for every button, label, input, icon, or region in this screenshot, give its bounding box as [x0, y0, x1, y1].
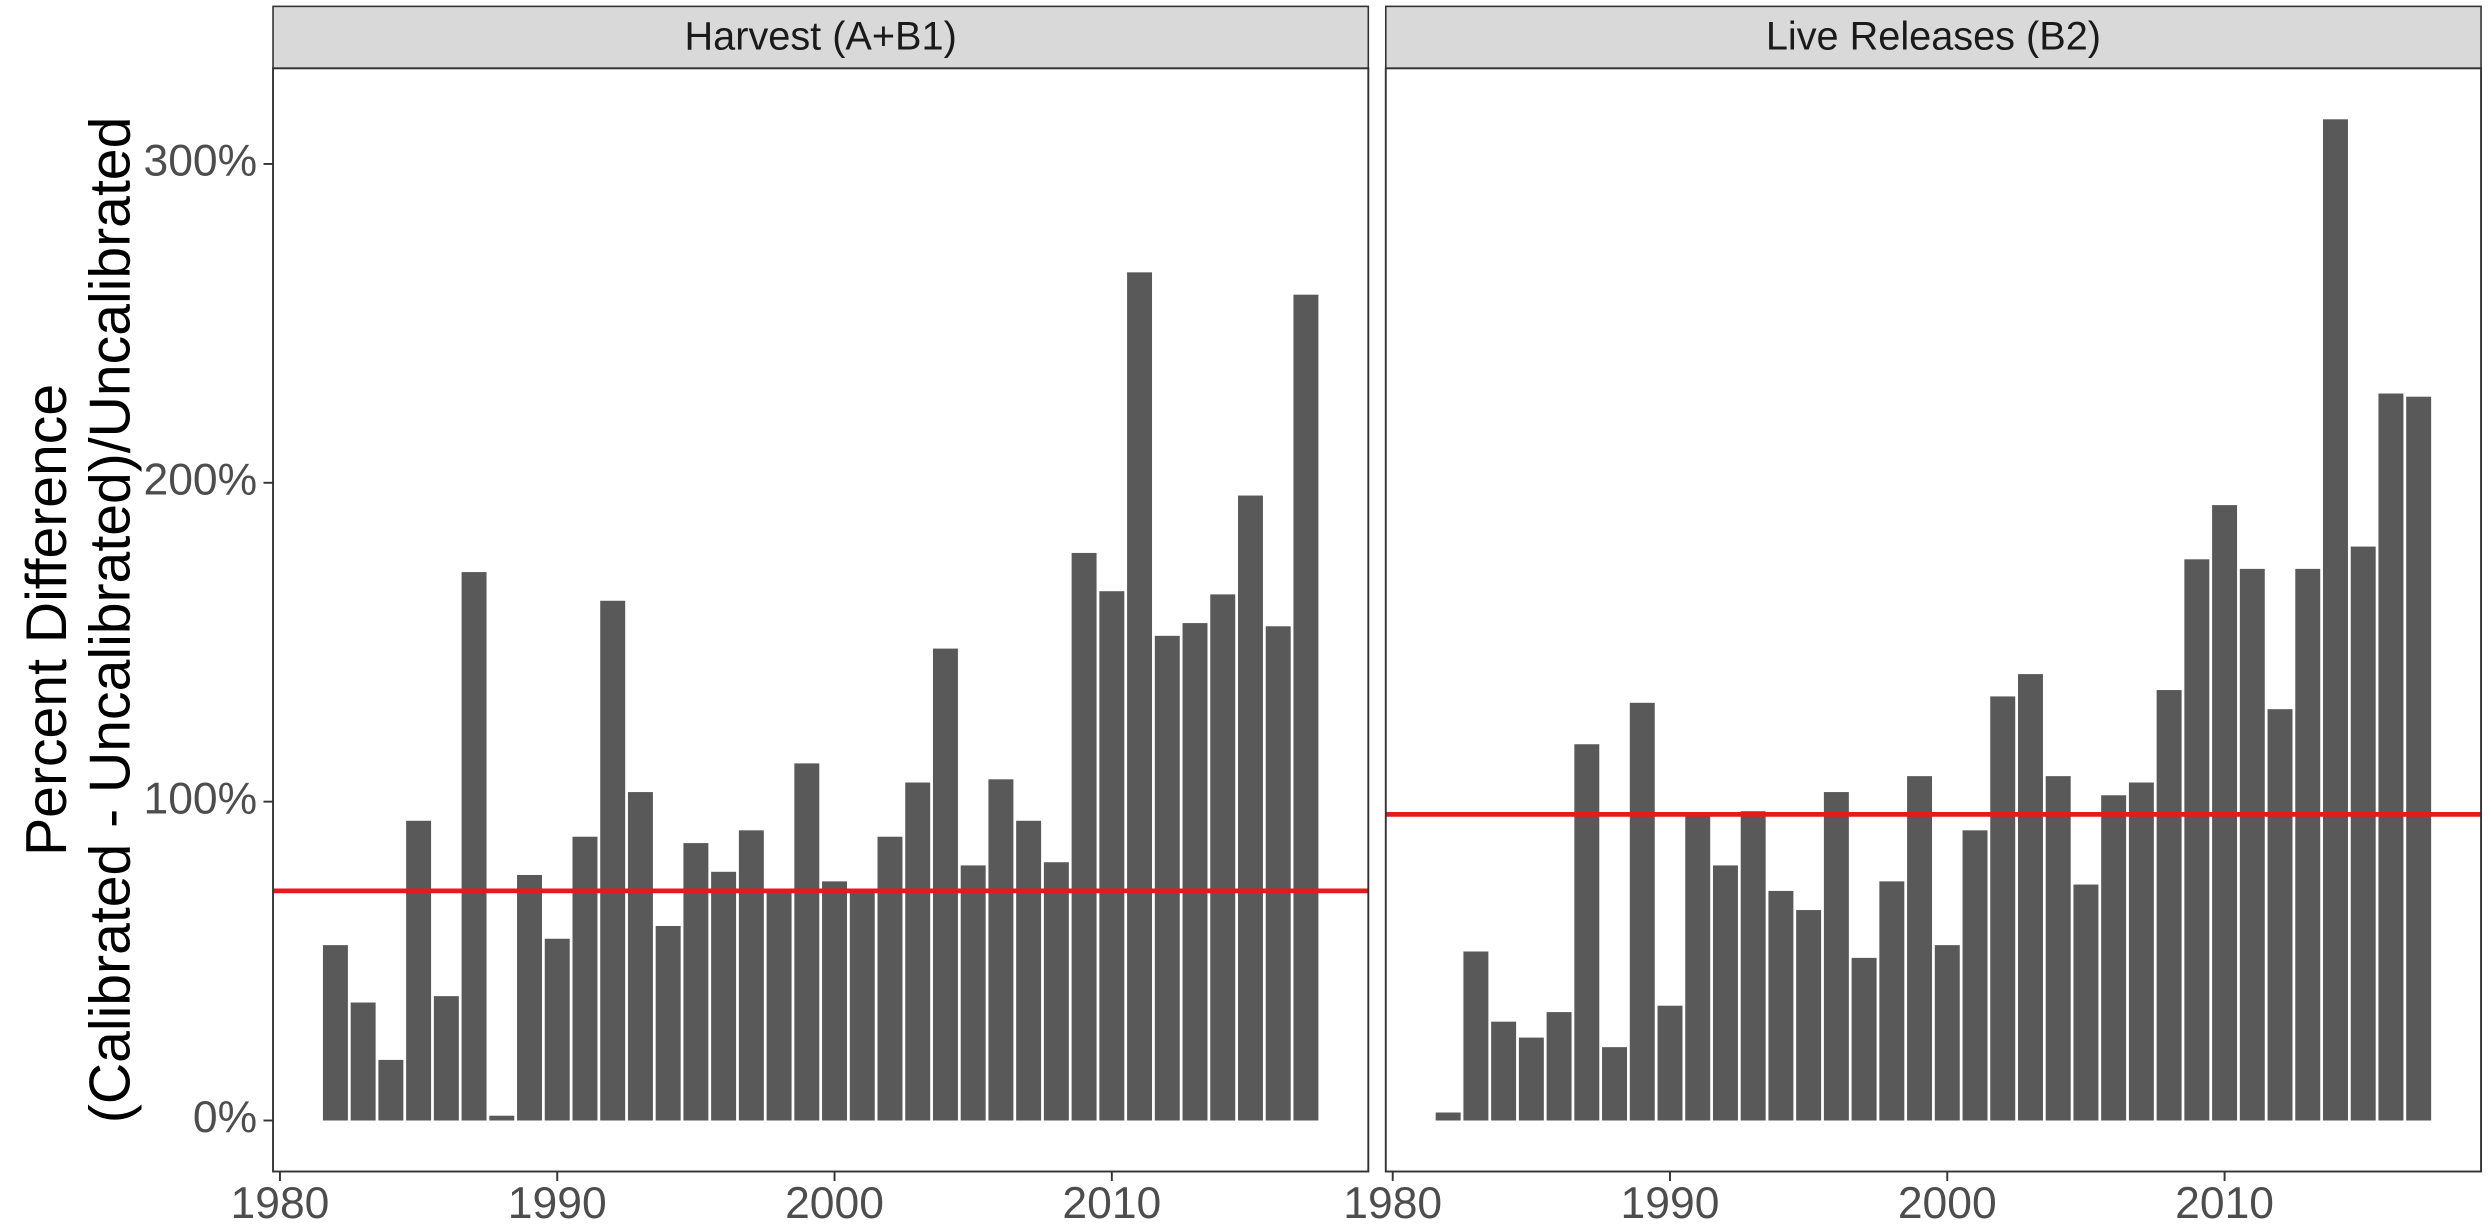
bar [1154, 635, 1180, 1121]
bar [1293, 294, 1319, 1121]
x-tick-label: 1980 [1343, 1179, 1442, 1228]
bar [738, 830, 764, 1121]
bar [433, 996, 459, 1121]
bar [627, 792, 653, 1121]
bar [1463, 951, 1489, 1121]
bar [877, 836, 903, 1121]
y-tick-label: 0% [193, 1093, 257, 1142]
y-tick-label: 200% [143, 456, 257, 505]
bar [2406, 396, 2432, 1121]
bar [1546, 1012, 1572, 1121]
bar [1962, 830, 1988, 1121]
bar [1210, 594, 1236, 1121]
x-tick-label: 2000 [1898, 1179, 1997, 1228]
bar [2101, 795, 2127, 1121]
bar [2267, 709, 2293, 1121]
x-tick-label: 1990 [508, 1179, 607, 1228]
panel-border [1384, 67, 2483, 1173]
x-tick-label: 2000 [785, 1179, 884, 1228]
bar [1907, 776, 1933, 1121]
bar [544, 938, 570, 1121]
bar [1602, 1047, 1628, 1121]
bar [2295, 568, 2321, 1121]
bar [822, 881, 848, 1121]
panel-border [272, 67, 1370, 1173]
panel-title: Harvest (A+B1) [685, 14, 957, 58]
bar [1990, 696, 2016, 1121]
bar [1712, 865, 1738, 1121]
bar [1099, 591, 1125, 1121]
bar [1127, 272, 1153, 1121]
x-tick-label: 2010 [2175, 1179, 2274, 1228]
bar [1237, 495, 1263, 1121]
bar [1182, 623, 1208, 1121]
panel-title: Live Releases (B2) [1766, 14, 2101, 58]
bar [517, 874, 542, 1121]
bar [461, 572, 487, 1121]
bar [350, 1002, 376, 1121]
x-tick-label: 1980 [231, 1179, 330, 1228]
bar [1629, 702, 1655, 1121]
bar [711, 871, 737, 1121]
y-tick-label: 300% [143, 137, 257, 186]
bar [600, 600, 626, 1121]
bar [2073, 884, 2099, 1121]
bar [2128, 782, 2154, 1121]
y-axis-label: (Calibrated - Uncalibrated)/Uncalibrated [78, 117, 142, 1123]
bar [406, 820, 432, 1121]
bar [1016, 820, 1042, 1121]
bar [905, 782, 931, 1121]
bar [2378, 393, 2404, 1121]
bar [1823, 792, 1849, 1121]
strip [1384, 5, 2482, 70]
bar [1435, 1112, 1461, 1121]
bar [1071, 552, 1097, 1121]
bar [1851, 957, 1877, 1121]
y-axis-label: Percent Difference [15, 384, 79, 856]
bar [489, 1115, 515, 1121]
bar [1740, 811, 1766, 1121]
bar [1685, 814, 1711, 1121]
bar [572, 836, 598, 1121]
bar [322, 945, 348, 1121]
x-tick-label: 2010 [1062, 1179, 1161, 1228]
bar [683, 843, 709, 1121]
bar [932, 648, 958, 1121]
bar [2156, 690, 2182, 1121]
bar [2323, 119, 2348, 1121]
bar [1491, 1021, 1517, 1121]
bar [2017, 674, 2043, 1121]
x-tick-label: 1990 [1621, 1179, 1720, 1228]
bar [2184, 559, 2210, 1121]
bar [1265, 626, 1291, 1121]
bar [1934, 945, 1960, 1121]
bar [655, 925, 681, 1121]
bar [1518, 1037, 1544, 1121]
bar [960, 865, 986, 1121]
y-tick-label: 100% [143, 774, 257, 823]
bar [1879, 881, 1905, 1121]
bar [1043, 862, 1069, 1121]
bar [766, 890, 792, 1121]
bar [849, 890, 875, 1121]
bar [2239, 568, 2265, 1121]
bar [378, 1059, 404, 1121]
strip [272, 5, 1370, 70]
bar [1574, 744, 1600, 1121]
bar [1657, 1005, 1683, 1121]
bar [2350, 546, 2376, 1121]
bar [988, 779, 1014, 1121]
bar [794, 763, 820, 1121]
bar [1768, 890, 1794, 1121]
bar [2045, 776, 2071, 1121]
bar [1796, 910, 1822, 1121]
